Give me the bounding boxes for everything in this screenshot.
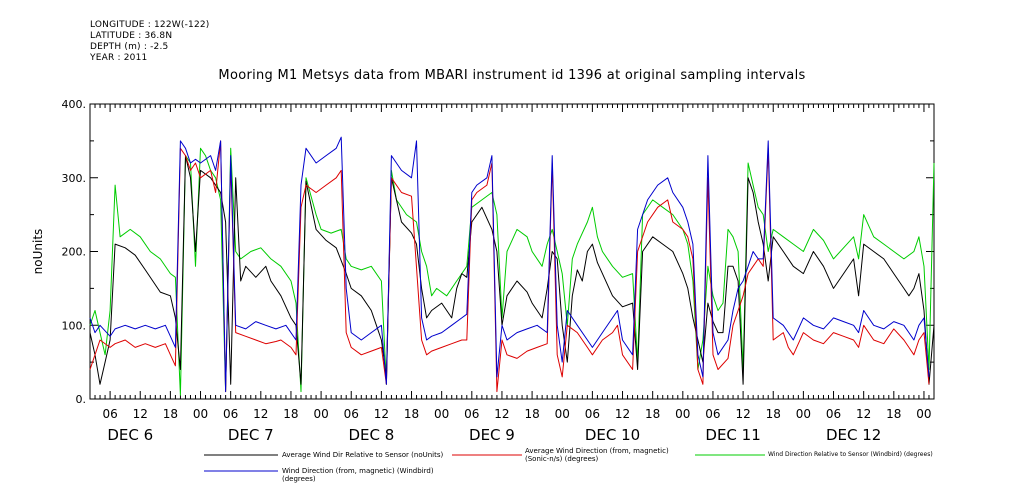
y-tick-label: 200.	[62, 246, 87, 259]
x-tick-label: 00	[916, 407, 931, 421]
y-tick-label: 100.	[62, 319, 87, 332]
x-tick-label: 12	[735, 407, 750, 421]
y-tick-label: 0.	[76, 393, 87, 406]
y-axis-label: noUnits	[31, 229, 45, 275]
year-label: YEAR : 2011	[90, 53, 148, 63]
latitude-label: LATITUDE : 36.8N	[90, 31, 173, 41]
day-label: DEC 10	[585, 426, 640, 444]
x-tick-label: 12	[856, 407, 871, 421]
day-label: DEC 9	[469, 426, 515, 444]
series-line-green	[89, 147, 935, 396]
chart-title: Mooring M1 Metsys data from MBARI instru…	[218, 68, 806, 83]
x-tick-label: 06	[826, 407, 841, 421]
x-tick-label: 12	[133, 407, 148, 421]
x-tick-label: 18	[886, 407, 901, 421]
x-tick-label: 00	[675, 407, 690, 421]
x-tick-label: 18	[645, 407, 660, 421]
day-label: DEC 8	[348, 426, 394, 444]
series-line-black	[89, 155, 935, 385]
longitude-label: LONGITUDE : 122W(-122)	[90, 20, 210, 30]
x-tick-label: 00	[434, 407, 449, 421]
y-tick-label: 400.	[62, 98, 87, 111]
x-tick-label: 12	[253, 407, 268, 421]
x-tick-label: 00	[555, 407, 570, 421]
x-tick-label: 18	[404, 407, 419, 421]
y-tick-label: 300.	[62, 172, 87, 185]
legend-label-black: Average Wind Dir Relative to Sensor (noU…	[282, 451, 444, 459]
day-label: DEC 7	[228, 426, 274, 444]
x-tick-label: 18	[283, 407, 298, 421]
x-tick-label: 00	[313, 407, 328, 421]
x-tick-label: 18	[524, 407, 539, 421]
x-tick-label: 18	[766, 407, 781, 421]
legend-label-red: Average Wind Direction (from, magnetic) …	[525, 447, 669, 463]
x-tick-label: 00	[193, 407, 208, 421]
x-tick-label: 12	[374, 407, 389, 421]
x-tick-label: 00	[796, 407, 811, 421]
x-tick-label: 18	[163, 407, 178, 421]
x-tick-label: 06	[102, 407, 117, 421]
x-tick-label: 06	[705, 407, 720, 421]
x-tick-label: 06	[223, 407, 238, 421]
x-tick-label: 12	[494, 407, 509, 421]
x-tick-label: 06	[464, 407, 479, 421]
day-label: DEC 12	[826, 426, 881, 444]
legend-label-green: Wind Direction Relative to Sensor (Windb…	[768, 451, 933, 458]
x-tick-label: 06	[344, 407, 359, 421]
series-line-blue	[89, 136, 930, 393]
day-label: DEC 6	[107, 426, 153, 444]
day-label: DEC 11	[705, 426, 760, 444]
plot-frame	[89, 103, 935, 400]
legend-label-blue: Wind Direction (from, magnetic) (Windbir…	[282, 467, 434, 483]
x-tick-label: 12	[615, 407, 630, 421]
x-tick-label: 06	[585, 407, 600, 421]
depth-label: DEPTH (m) : -2.5	[90, 42, 169, 52]
